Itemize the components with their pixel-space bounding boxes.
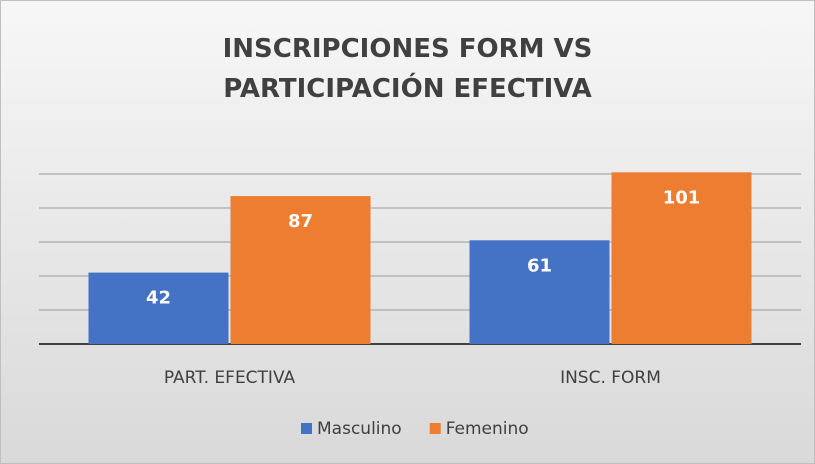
data-label: 87 (288, 211, 313, 232)
x-tick-label: INSC. FORM (560, 368, 661, 388)
bar (230, 196, 371, 344)
legend-label: Masculino (317, 419, 402, 439)
legend-swatch (301, 423, 312, 434)
data-label: 61 (527, 255, 552, 276)
bar (611, 172, 752, 344)
bar (469, 240, 610, 344)
bar (88, 272, 229, 344)
legend-swatch (429, 423, 441, 434)
title-box: INSCRIPCIONES FORM VS PARTICIPACIÓN EFEC… (1, 29, 814, 109)
x-tick-label: PART. EFECTIVA (164, 368, 296, 388)
legend-label: Femenino (446, 419, 529, 439)
data-label: 42 (146, 288, 171, 309)
chart-title: INSCRIPCIONES FORM VS PARTICIPACIÓN EFEC… (222, 34, 593, 104)
data-label: 101 (663, 187, 701, 208)
